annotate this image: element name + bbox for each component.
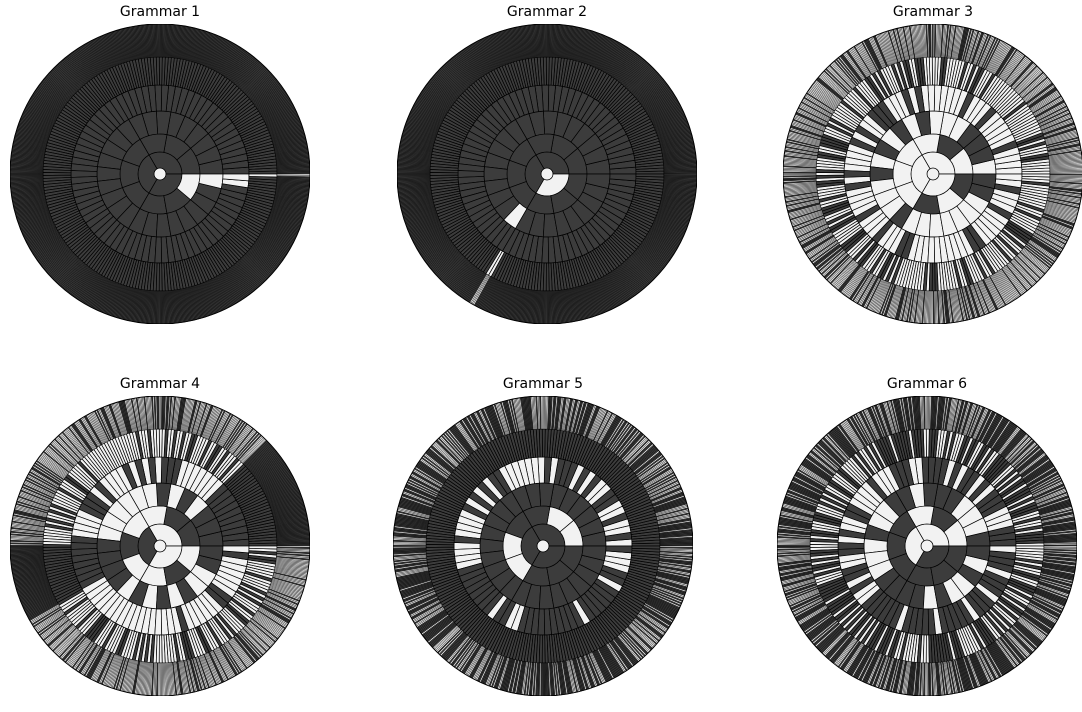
chart-title: Grammar 5: [502, 376, 584, 392]
sunburst-segment: [154, 236, 163, 264]
sunburst-panel-2: Grammar 2: [387, 0, 707, 340]
sunburst-segment: [1049, 173, 1082, 176]
sunburst-segment: [663, 173, 697, 176]
sunburst-segment: [537, 608, 546, 636]
sunburst-segment: [541, 236, 550, 264]
chart-title: Grammar 3: [892, 4, 974, 20]
chart-title: Grammar 4: [119, 376, 201, 392]
sunburst-panel-5: Grammar 5: [383, 372, 703, 712]
sunburst-segment: [248, 545, 278, 550]
sunburst-segment: [635, 173, 665, 178]
sunburst-segment: [1021, 173, 1051, 178]
sunburst-segment: [927, 236, 936, 264]
sunburst-segment: [631, 545, 661, 550]
sunburst-chart: [10, 396, 310, 696]
chart-title: Grammar 2: [506, 4, 588, 20]
sunburst-segment: [248, 173, 278, 178]
sunburst-segment: [276, 173, 310, 176]
sunburst-panel-4: Grammar 4: [0, 372, 320, 712]
sunburst-chart: [10, 24, 310, 324]
sunburst-panel-1: Grammar 1: [0, 0, 320, 340]
sunburst-segment: [154, 608, 163, 636]
sunburst-chart: [393, 396, 693, 696]
chart-title: Grammar 1: [119, 4, 201, 20]
sunburst-panel-3: Grammar 3: [773, 0, 1082, 340]
sunburst-chart: [397, 24, 697, 324]
sunburst-chart: [783, 24, 1082, 324]
sunburst-segment: [276, 545, 310, 548]
